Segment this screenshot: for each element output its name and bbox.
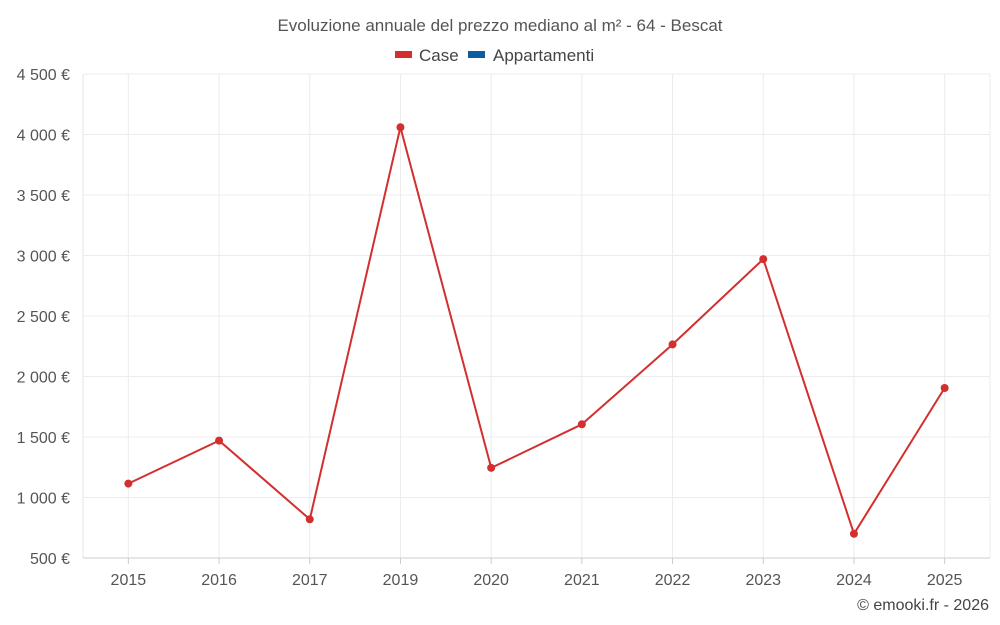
legend-swatch-case: [395, 51, 412, 58]
x-tick-label: 2025: [927, 572, 963, 589]
data-point-case-2022[interactable]: [668, 340, 677, 349]
chart-title: Evoluzione annuale del prezzo mediano al…: [277, 16, 722, 35]
legend-item-appartamenti[interactable]: Appartamenti: [468, 46, 594, 65]
data-point-case-2016[interactable]: [215, 436, 224, 445]
data-point-case-2015[interactable]: [124, 479, 133, 488]
legend-label-appartamenti: Appartamenti: [493, 46, 594, 65]
legend-swatch-appartamenti: [468, 51, 485, 58]
x-tick-label: 2016: [201, 572, 237, 589]
y-tick-label: 3 500 €: [17, 188, 70, 205]
y-tick-label: 4 000 €: [17, 128, 70, 145]
x-axis: 2015 2016 2017 2019 2020 2021 2022 2023 2024 2025: [83, 557, 990, 589]
credit: © emooki.fr - 2026: [857, 597, 989, 614]
y-tick-label: 2 000 €: [17, 370, 70, 387]
series-case: [124, 123, 949, 538]
x-tick-label: 2015: [111, 572, 147, 589]
data-point-case-2019[interactable]: [396, 123, 405, 132]
y-tick-label: 1 500 €: [17, 430, 70, 447]
grid: [82, 73, 991, 558]
y-tick-label: 4 500 €: [17, 67, 70, 84]
x-tick-label: 2024: [836, 572, 872, 589]
x-tick-label: 2017: [292, 572, 328, 589]
data-point-case-2023[interactable]: [759, 255, 768, 264]
y-tick-label: 500 €: [30, 551, 70, 568]
legend-label-case: Case: [419, 46, 459, 65]
y-tick-label: 2 500 €: [17, 309, 70, 326]
legend-item-case[interactable]: Case: [395, 46, 459, 65]
data-point-case-2024[interactable]: [849, 529, 858, 538]
x-tick-label: 2022: [655, 572, 691, 589]
y-tick-label: 3 000 €: [17, 249, 70, 266]
legend[interactable]: Case Appartamenti: [395, 46, 594, 65]
y-tick-label: 1 000 €: [17, 491, 70, 508]
y-axis: 500 € 1 000 € 1 500 € 2 000 € 2 500 € 3 000 €…: [17, 67, 70, 568]
data-point-case-2025[interactable]: [940, 383, 949, 392]
x-tick-label: 2021: [564, 572, 600, 589]
data-point-case-2021[interactable]: [577, 420, 586, 429]
data-point-case-2020[interactable]: [487, 463, 496, 472]
x-tick-label: 2020: [473, 572, 509, 589]
x-tick-label: 2019: [383, 572, 419, 589]
data-point-case-2017[interactable]: [305, 515, 314, 524]
x-tick-label: 2023: [745, 572, 781, 589]
series-line-case: [127, 126, 946, 535]
